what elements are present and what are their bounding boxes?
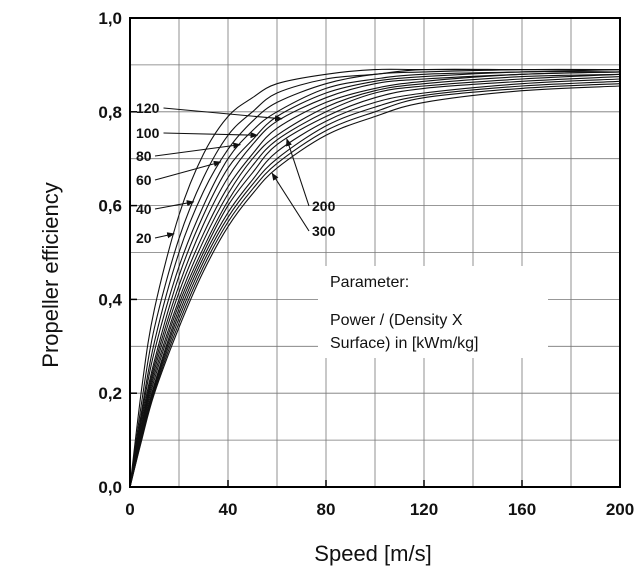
series-line-300 — [129, 85, 621, 488]
curve-labels: 20 40 60 80 100 120 200 300 — [136, 100, 336, 246]
plot-frame — [129, 17, 621, 488]
series-line-200 — [129, 76, 621, 488]
y-tick-label: 0,2 — [98, 384, 122, 403]
x-tick-label: 40 — [219, 500, 238, 519]
x-tick-label: 160 — [508, 500, 536, 519]
curve-label-100: 100 — [136, 125, 160, 141]
series-line-7 — [129, 71, 621, 488]
series-line-13 — [129, 83, 621, 488]
label-leader-200 — [286, 138, 310, 207]
annotation-heading: Parameter: — [330, 274, 409, 291]
y-tick-label: 0,4 — [98, 290, 122, 309]
label-leader-120 — [163, 107, 283, 122]
label-leader-300 — [271, 172, 310, 232]
tick-labels: 0 40 80 120 160 200 0,0 0,2 0,4 0,6 0,8 1,0 — [98, 9, 634, 519]
curve-label-300: 300 — [312, 223, 336, 239]
y-tick-label: 0,0 — [98, 478, 122, 497]
series-line-100 — [129, 71, 621, 488]
series-line-60 — [129, 68, 621, 488]
curves — [129, 68, 621, 488]
y-axis-title: Propeller efficiency — [38, 182, 63, 367]
series-line-9 — [129, 73, 621, 488]
curve-label-120: 120 — [136, 100, 160, 116]
x-tick-label: 200 — [606, 500, 634, 519]
x-tick-label: 80 — [317, 500, 336, 519]
series-line-40 — [129, 68, 620, 488]
label-leader-60 — [154, 160, 222, 181]
series-line-8 — [129, 73, 621, 488]
label-leader-100 — [163, 132, 259, 139]
y-tick-label: 1,0 — [98, 9, 122, 28]
curve-label-40: 40 — [136, 201, 152, 217]
series-line-120 — [129, 71, 621, 488]
y-tick-label: 0,8 — [98, 103, 122, 122]
annotation-line-1: Power / (Density X — [330, 312, 463, 329]
curve-label-60: 60 — [136, 172, 152, 188]
series-line-80 — [129, 69, 621, 488]
label-leader-40 — [154, 200, 195, 210]
curve-label-80: 80 — [136, 148, 152, 164]
annotation-line-2: Surface) in [kWm/kg] — [330, 335, 478, 352]
series-line-12 — [129, 80, 621, 488]
x-tick-label: 0 — [125, 500, 134, 519]
y-tick-label: 0,6 — [98, 197, 122, 216]
parameter-annotation: Parameter: Power / (Density X Surface) i… — [318, 266, 548, 358]
series-line-11 — [129, 78, 621, 488]
x-axis-title: Speed [m/s] — [314, 541, 431, 566]
curve-label-200: 200 — [312, 198, 336, 214]
label-leader-80 — [154, 142, 242, 157]
x-tick-label: 120 — [410, 500, 438, 519]
curve-label-20: 20 — [136, 230, 152, 246]
label-leader-20 — [154, 232, 175, 239]
